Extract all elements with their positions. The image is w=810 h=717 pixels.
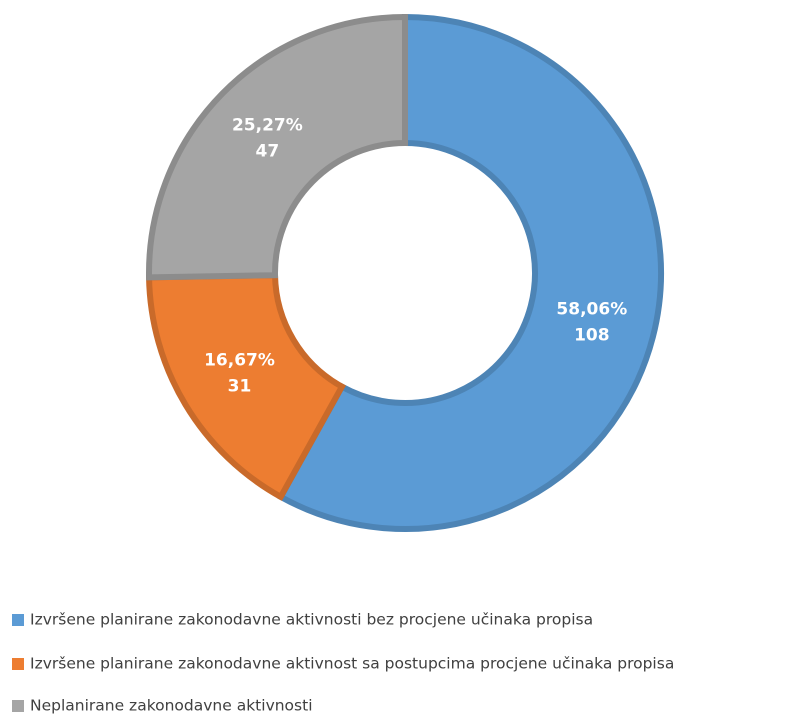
donut-slice <box>145 272 346 501</box>
percent-label: 58,06% <box>556 299 627 319</box>
legend-label: Izvršene planirane zakonodavne aktivnost… <box>30 655 674 673</box>
percent-label: 25,27% <box>232 116 303 136</box>
legend-swatch <box>12 700 24 712</box>
legend-swatch <box>12 614 24 626</box>
value-label: 108 <box>574 325 610 345</box>
legend-label: Izvršene planirane zakonodavne aktivnost… <box>30 611 593 629</box>
legend-label: Neplanirane zakonodavne aktivnosti <box>30 697 313 715</box>
donut-slice <box>276 13 664 532</box>
legend-swatch <box>12 658 24 670</box>
percent-label: 16,67% <box>204 350 275 370</box>
value-label: 31 <box>228 376 252 396</box>
donut-slice <box>146 13 408 281</box>
value-label: 47 <box>256 142 280 162</box>
